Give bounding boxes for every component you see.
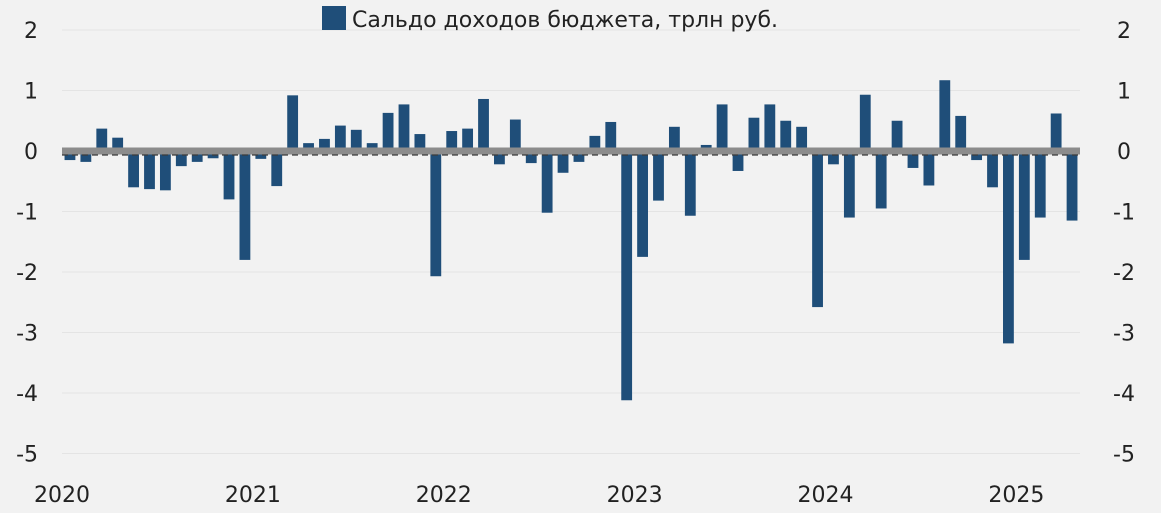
bar bbox=[987, 151, 998, 188]
bar bbox=[255, 151, 267, 159]
x-tick: 2024 bbox=[798, 483, 854, 508]
bar bbox=[668, 126, 680, 151]
bar bbox=[875, 151, 887, 209]
x-tick: 2020 bbox=[34, 483, 90, 508]
y-tick-right: 0 bbox=[1117, 140, 1131, 165]
y-axis-left: 2 1 0 -1 -2 -3 -4 -5 bbox=[16, 19, 38, 468]
x-axis: 2020 2021 2022 2023 2024 2025 bbox=[34, 483, 1044, 508]
y-tick-left: -2 bbox=[16, 261, 38, 286]
bar bbox=[446, 131, 458, 151]
bar bbox=[843, 151, 855, 218]
y-tick-right: 1 bbox=[1117, 80, 1131, 105]
bar bbox=[350, 129, 362, 151]
bar bbox=[923, 151, 935, 186]
bar bbox=[573, 151, 585, 162]
y-tick-left: 0 bbox=[24, 140, 38, 165]
bar bbox=[96, 128, 108, 151]
bar bbox=[637, 151, 648, 257]
y-tick-right: -1 bbox=[1113, 201, 1135, 226]
x-tick: 2023 bbox=[607, 483, 663, 508]
bar bbox=[239, 151, 251, 260]
bar bbox=[64, 151, 76, 161]
bar bbox=[1050, 113, 1062, 151]
bar bbox=[159, 151, 171, 191]
legend-swatch bbox=[322, 6, 346, 30]
bar bbox=[1003, 151, 1014, 344]
zero-line-group bbox=[62, 147, 1080, 156]
x-tick: 2021 bbox=[225, 483, 281, 508]
bar bbox=[796, 126, 808, 151]
bar bbox=[144, 151, 155, 190]
bar bbox=[287, 95, 299, 151]
bar bbox=[716, 104, 728, 151]
bar bbox=[525, 151, 537, 164]
y-tick-left: -4 bbox=[16, 382, 38, 407]
bar bbox=[223, 151, 235, 200]
bar bbox=[605, 121, 617, 151]
bar bbox=[430, 151, 442, 277]
bar bbox=[398, 104, 410, 151]
bar bbox=[732, 151, 744, 171]
bar bbox=[382, 112, 394, 151]
bar bbox=[175, 151, 187, 167]
bar bbox=[191, 151, 203, 162]
bar bbox=[414, 134, 426, 151]
bar bbox=[557, 151, 569, 173]
bar bbox=[462, 128, 474, 151]
y-tick-right: 2 bbox=[1117, 19, 1131, 44]
bar bbox=[1034, 151, 1046, 218]
bar bbox=[828, 151, 839, 165]
bar bbox=[271, 151, 283, 187]
y-tick-right: -3 bbox=[1113, 322, 1135, 347]
bar bbox=[303, 143, 314, 151]
y-tick-left: 1 bbox=[24, 80, 38, 105]
bar bbox=[653, 151, 664, 201]
y-tick-left: 2 bbox=[24, 19, 38, 44]
gridlines bbox=[62, 29, 1080, 454]
bar bbox=[80, 151, 92, 162]
bar bbox=[366, 143, 378, 151]
bar bbox=[1018, 151, 1030, 260]
bar bbox=[1066, 151, 1078, 221]
y-tick-right: -5 bbox=[1113, 443, 1135, 468]
bar bbox=[541, 151, 553, 213]
y-tick-right: -4 bbox=[1113, 382, 1135, 407]
bar bbox=[478, 98, 489, 151]
bar bbox=[891, 120, 903, 151]
bar bbox=[334, 125, 346, 151]
legend-label: Сальдо доходов бюджета, трлн руб. bbox=[352, 8, 778, 33]
bar bbox=[589, 135, 601, 152]
y-tick-left: -3 bbox=[16, 322, 38, 347]
x-tick: 2022 bbox=[416, 483, 472, 508]
bar bbox=[859, 94, 871, 151]
bar bbox=[621, 151, 633, 401]
y-tick-right: -2 bbox=[1113, 261, 1135, 286]
bar bbox=[509, 119, 521, 151]
bar bbox=[748, 117, 760, 151]
legend: Сальдо доходов бюджета, трлн руб. bbox=[322, 6, 778, 33]
bar bbox=[112, 137, 124, 151]
bar bbox=[684, 151, 696, 216]
bar bbox=[764, 104, 776, 151]
y-axis-right: 2 1 0 -1 -2 -3 -4 -5 bbox=[1113, 19, 1135, 468]
x-tick: 2025 bbox=[988, 483, 1044, 508]
bar bbox=[494, 151, 505, 165]
bar bbox=[907, 151, 919, 168]
bar bbox=[939, 80, 951, 151]
bar bbox=[780, 120, 792, 151]
bar bbox=[128, 151, 139, 188]
bar bbox=[955, 115, 967, 151]
y-tick-left: -1 bbox=[16, 201, 38, 226]
bar bbox=[812, 151, 823, 308]
bar bbox=[319, 138, 330, 151]
y-tick-left: -5 bbox=[16, 443, 38, 468]
bars-group bbox=[64, 80, 1078, 401]
